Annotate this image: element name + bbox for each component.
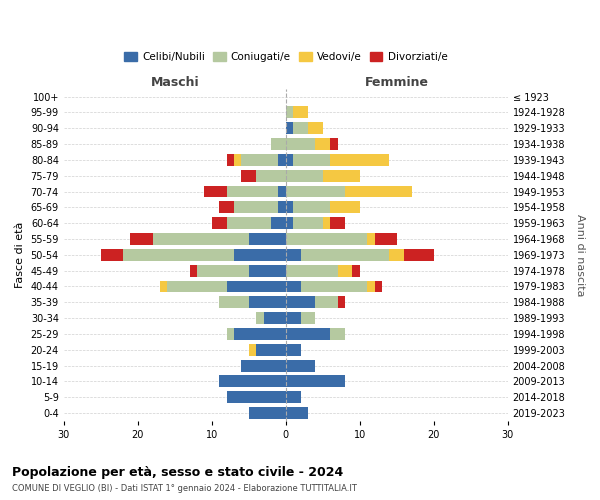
Bar [286,249,301,261]
Bar [316,138,330,150]
Bar [234,154,241,166]
Bar [301,312,316,324]
Bar [241,170,256,181]
Bar [308,122,323,134]
Bar [293,218,323,229]
Bar [286,296,316,308]
Bar [286,407,308,419]
Bar [286,106,293,118]
Text: Maschi: Maschi [151,76,199,90]
Bar [286,170,323,181]
Bar [345,186,412,198]
Bar [404,249,434,261]
Bar [278,202,286,213]
Bar [286,280,301,292]
Bar [219,296,249,308]
Bar [234,328,286,340]
Bar [286,138,316,150]
Bar [278,154,286,166]
Bar [152,233,249,245]
Bar [227,280,286,292]
Bar [338,296,345,308]
Bar [271,218,286,229]
Bar [205,186,227,198]
Bar [219,376,286,388]
Bar [293,122,308,134]
Bar [227,218,271,229]
Bar [323,218,330,229]
Bar [367,233,374,245]
Text: Femmine: Femmine [365,76,429,90]
Bar [286,328,330,340]
Bar [389,249,404,261]
Y-axis label: Anni di nascita: Anni di nascita [575,214,585,296]
Bar [249,296,286,308]
Bar [330,202,360,213]
Bar [241,360,286,372]
Text: Popolazione per età, sesso e stato civile - 2024: Popolazione per età, sesso e stato civil… [12,466,343,479]
Bar [234,202,278,213]
Bar [374,280,382,292]
Bar [286,218,293,229]
Legend: Celibi/Nubili, Coniugati/e, Vedovi/e, Divorziati/e: Celibi/Nubili, Coniugati/e, Vedovi/e, Di… [120,48,452,66]
Bar [323,170,360,181]
Bar [286,312,301,324]
Text: COMUNE DI VEGLIO (BI) - Dati ISTAT 1° gennaio 2024 - Elaborazione TUTTITALIA.IT: COMUNE DI VEGLIO (BI) - Dati ISTAT 1° ge… [12,484,357,493]
Bar [316,296,338,308]
Bar [330,154,389,166]
Bar [286,202,293,213]
Bar [286,376,345,388]
Bar [227,392,286,403]
Bar [263,312,286,324]
Bar [330,218,345,229]
Bar [338,264,352,276]
Bar [101,249,123,261]
Bar [286,186,345,198]
Bar [256,344,286,356]
Bar [234,249,286,261]
Bar [286,360,316,372]
Bar [256,312,263,324]
Bar [367,280,374,292]
Bar [249,233,286,245]
Bar [227,186,278,198]
Bar [286,122,293,134]
Bar [249,264,286,276]
Bar [190,264,197,276]
Bar [286,264,338,276]
Bar [160,280,167,292]
Bar [278,186,286,198]
Bar [293,106,308,118]
Bar [130,233,152,245]
Bar [197,264,249,276]
Bar [249,407,286,419]
Bar [227,328,234,340]
Bar [293,202,330,213]
Bar [293,154,330,166]
Bar [352,264,360,276]
Bar [241,154,278,166]
Bar [256,170,286,181]
Bar [374,233,397,245]
Bar [286,392,301,403]
Bar [286,233,367,245]
Bar [123,249,234,261]
Bar [167,280,227,292]
Bar [271,138,286,150]
Bar [227,154,234,166]
Bar [219,202,234,213]
Bar [301,249,389,261]
Bar [286,154,293,166]
Bar [249,344,256,356]
Bar [330,138,338,150]
Bar [286,344,301,356]
Bar [301,280,367,292]
Bar [212,218,227,229]
Bar [330,328,345,340]
Y-axis label: Fasce di età: Fasce di età [15,222,25,288]
